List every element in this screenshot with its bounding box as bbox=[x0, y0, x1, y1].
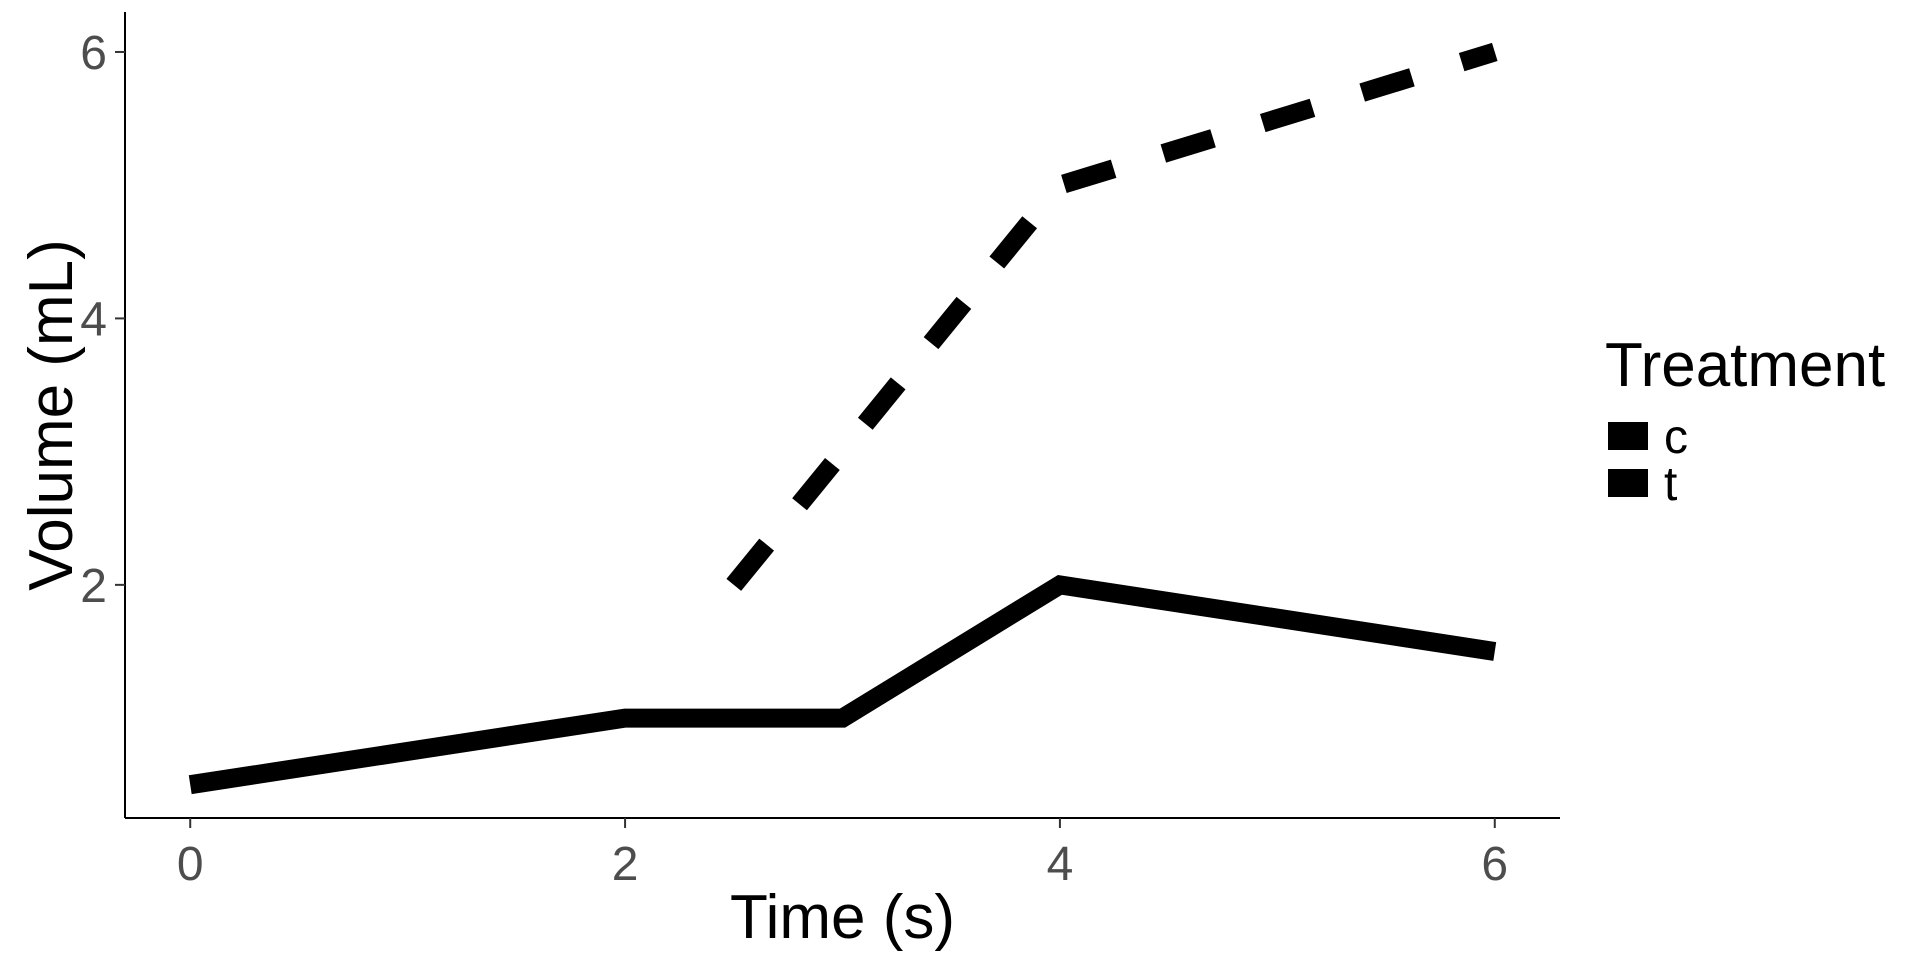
series-line-t bbox=[726, 42, 1498, 591]
legend-label-c: c bbox=[1664, 411, 1688, 464]
legend-items: ct bbox=[1608, 411, 1688, 511]
x-tick-label: 0 bbox=[177, 838, 204, 891]
legend-label-t: t bbox=[1664, 458, 1677, 511]
y-tick-label: 2 bbox=[80, 560, 107, 613]
legend: Treatment ct bbox=[1605, 331, 1885, 511]
x-axis-title: Time (s) bbox=[730, 883, 955, 952]
x-axis-ticks: 0 2 4 6 bbox=[177, 818, 1508, 891]
y-axis-ticks: 2 4 6 bbox=[80, 27, 125, 613]
legend-title: Treatment bbox=[1605, 331, 1885, 400]
y-tick-label: 6 bbox=[80, 27, 107, 80]
series-lines bbox=[188, 42, 1498, 795]
x-tick-label: 4 bbox=[1047, 838, 1074, 891]
x-tick-label: 6 bbox=[1481, 838, 1508, 891]
y-tick-label: 4 bbox=[80, 293, 107, 346]
y-axis-title: Volume (mL) bbox=[17, 239, 86, 590]
series-line-c bbox=[188, 574, 1497, 795]
x-tick-label: 2 bbox=[612, 838, 639, 891]
